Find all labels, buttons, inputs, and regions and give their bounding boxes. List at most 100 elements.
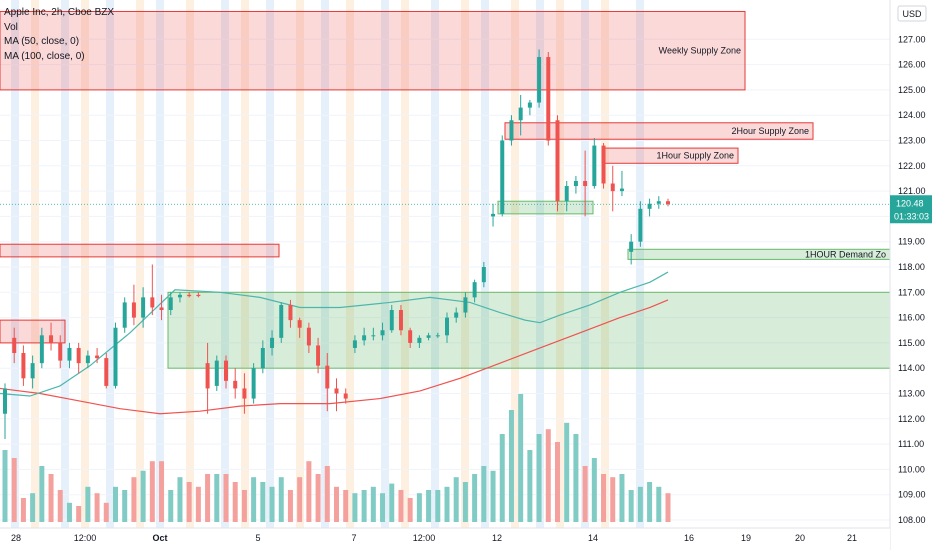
price-tick-label: 115.00 [898, 338, 925, 348]
session-band [431, 0, 439, 528]
price-tick-label: 126.00 [898, 60, 926, 70]
candle-body[interactable] [113, 327, 118, 386]
candle-body[interactable] [85, 355, 90, 364]
candle-body[interactable] [564, 186, 569, 202]
candle-body[interactable] [509, 120, 514, 141]
candle-body[interactable] [426, 335, 431, 338]
volume-bar [269, 486, 275, 522]
candle-body[interactable] [629, 241, 634, 252]
candle-body[interactable] [666, 201, 670, 205]
candle-body[interactable] [352, 340, 357, 348]
candle-body[interactable] [39, 335, 44, 364]
volume-bar [315, 474, 321, 522]
candle-body[interactable] [196, 294, 201, 297]
session-band [581, 0, 589, 528]
candle-body[interactable] [30, 363, 35, 379]
candle-body[interactable] [491, 213, 496, 217]
candle-body[interactable] [233, 380, 238, 389]
candle-body[interactable] [316, 345, 321, 366]
candle-body[interactable] [638, 208, 643, 242]
volume-bar [251, 477, 257, 522]
candle-body[interactable] [472, 282, 477, 298]
candle-body[interactable] [656, 201, 661, 204]
candle-body[interactable] [288, 304, 293, 321]
candle-body[interactable] [122, 302, 127, 328]
candle-body[interactable] [67, 347, 72, 361]
candle-body[interactable] [76, 347, 81, 364]
candle-body[interactable] [610, 183, 615, 192]
candle-body[interactable] [270, 337, 275, 348]
candle-body[interactable] [463, 297, 468, 313]
price-tick-label: 111.00 [898, 439, 924, 449]
candle-body[interactable] [500, 140, 505, 214]
time-axis[interactable] [0, 528, 890, 550]
candle-body[interactable] [546, 57, 551, 141]
candle-body[interactable] [408, 330, 413, 343]
supply-zone[interactable] [0, 319, 66, 344]
candle-body[interactable] [251, 368, 256, 399]
volume-bar [168, 490, 174, 522]
candle-body[interactable] [592, 145, 597, 187]
demand-zone[interactable] [497, 200, 594, 215]
candle-body[interactable] [380, 330, 385, 336]
candle-body[interactable] [573, 180, 578, 187]
volume-bar [545, 429, 551, 522]
demand-zone[interactable] [167, 291, 891, 369]
supply-zone[interactable] [0, 243, 280, 258]
candle-body[interactable] [619, 188, 624, 192]
candle-body[interactable] [481, 267, 486, 283]
candle-body[interactable] [435, 335, 440, 337]
price-tick-label: 113.00 [898, 389, 925, 399]
candle-body[interactable] [205, 363, 210, 389]
candle-body[interactable] [49, 335, 54, 343]
candle-body[interactable] [168, 297, 173, 311]
candle-body[interactable] [214, 360, 219, 386]
volume-bar [113, 486, 118, 522]
candle-body[interactable] [325, 365, 330, 389]
currency-badge[interactable] [897, 5, 927, 22]
candle-body[interactable] [518, 107, 523, 121]
candle-body[interactable] [95, 355, 100, 359]
candle-body[interactable] [601, 145, 606, 184]
candle-body[interactable] [279, 304, 284, 338]
volume-bar [490, 470, 496, 522]
candle-body[interactable] [177, 294, 182, 298]
supply-zone[interactable] [504, 122, 814, 140]
candle-body[interactable] [297, 320, 302, 328]
supply-zone[interactable] [0, 10, 746, 91]
candle-body[interactable] [445, 317, 449, 336]
candle-body[interactable] [417, 337, 422, 343]
candle-body[interactable] [537, 57, 542, 103]
candle-body[interactable] [3, 388, 7, 414]
candle-body[interactable] [187, 294, 192, 297]
candle-body[interactable] [398, 310, 403, 331]
candle-body[interactable] [159, 307, 164, 311]
candle-body[interactable] [104, 358, 109, 386]
legend-vol: Vol [4, 21, 18, 33]
candle-body[interactable] [21, 353, 26, 379]
candle-body[interactable] [343, 393, 348, 399]
candle-body[interactable] [583, 180, 588, 187]
candle-body[interactable] [306, 327, 311, 346]
price-axis[interactable] [890, 0, 932, 550]
candle-body[interactable] [58, 342, 63, 361]
candle-body[interactable] [224, 360, 228, 381]
candle-body[interactable] [362, 335, 367, 341]
candle-body[interactable] [647, 203, 652, 209]
candle-body[interactable] [260, 347, 265, 369]
volume-bar [30, 493, 36, 522]
candle-body[interactable] [242, 388, 247, 399]
candle-body[interactable] [141, 297, 146, 318]
candle-body[interactable] [371, 335, 376, 337]
last-price-marker[interactable] [890, 195, 932, 224]
candle-body[interactable] [131, 302, 136, 318]
candle-body[interactable] [12, 337, 17, 354]
candle-body[interactable] [527, 102, 532, 108]
candle-body[interactable] [150, 297, 155, 308]
candle-body[interactable] [334, 388, 339, 394]
candle-body[interactable] [555, 120, 560, 202]
candle-body[interactable] [454, 312, 459, 318]
candle-body[interactable] [389, 310, 394, 331]
